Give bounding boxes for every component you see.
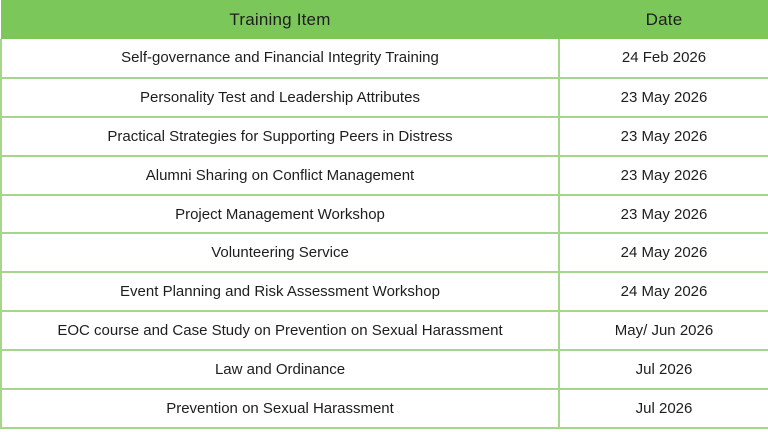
column-header-date: Date	[559, 0, 768, 39]
training-item-cell: Practical Strategies for Supporting Peer…	[0, 115, 560, 157]
table-row: Law and Ordinance Jul 2026	[0, 349, 768, 391]
date-cell: 24 Feb 2026	[558, 39, 768, 79]
table-row: Event Planning and Risk Assessment Works…	[0, 271, 768, 313]
training-item-cell: Prevention on Sexual Harassment	[0, 388, 560, 429]
date-cell: Jul 2026	[558, 349, 768, 391]
date-cell: 23 May 2026	[558, 193, 768, 235]
table-row: Personality Test and Leadership Attribut…	[0, 76, 768, 118]
header-row: Training Item Date	[1, 0, 768, 39]
training-item-cell: Personality Test and Leadership Attribut…	[0, 76, 560, 118]
date-cell: 23 May 2026	[558, 76, 768, 118]
table-row: Volunteering Service 24 May 2026	[0, 232, 768, 274]
table-row: Project Management Workshop 23 May 2026	[0, 193, 768, 235]
date-cell: 24 May 2026	[558, 271, 768, 313]
date-cell: Jul 2026	[558, 388, 768, 429]
table-row: EOC course and Case Study on Prevention …	[0, 310, 768, 352]
training-item-cell: Law and Ordinance	[0, 349, 560, 391]
date-cell: 23 May 2026	[558, 154, 768, 196]
training-item-cell: Project Management Workshop	[0, 193, 560, 235]
table-row: Practical Strategies for Supporting Peer…	[0, 115, 768, 157]
date-cell: 24 May 2026	[558, 232, 768, 274]
training-item-cell: Volunteering Service	[0, 232, 560, 274]
table-header: Training Item Date	[1, 0, 768, 39]
date-cell: May/ Jun 2026	[558, 310, 768, 352]
table-row: Alumni Sharing on Conflict Management 23…	[0, 154, 768, 196]
training-item-cell: EOC course and Case Study on Prevention …	[0, 310, 560, 352]
training-item-cell: Event Planning and Risk Assessment Works…	[0, 271, 560, 313]
table-row: Self-governance and Financial Integrity …	[0, 39, 768, 79]
training-item-cell: Alumni Sharing on Conflict Management	[0, 154, 560, 196]
column-header-training-item: Training Item	[1, 0, 559, 39]
date-cell: 23 May 2026	[558, 115, 768, 157]
training-item-cell: Self-governance and Financial Integrity …	[0, 39, 560, 79]
table-body: Self-governance and Financial Integrity …	[0, 39, 768, 429]
table-row: Prevention on Sexual Harassment Jul 2026	[0, 388, 768, 429]
